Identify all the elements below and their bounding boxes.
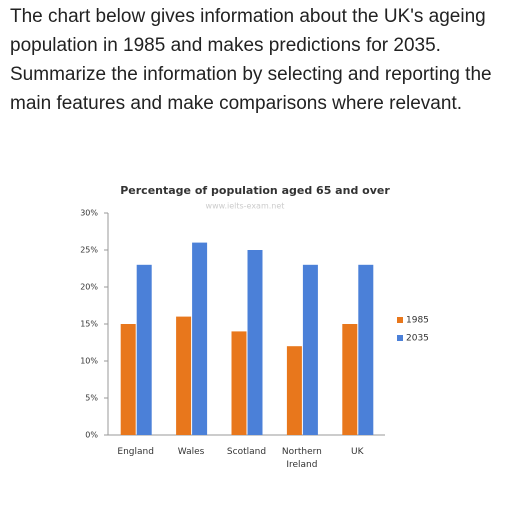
legend-swatch: [397, 317, 403, 323]
x-tick-label: Northern Ireland: [281, 447, 322, 470]
watermark: www.ielts-exam.net: [206, 202, 285, 211]
bar: [302, 264, 318, 435]
y-tick-label: 10%: [80, 357, 98, 366]
bar: [247, 250, 263, 435]
legend-label: 1985: [406, 316, 429, 326]
y-tick-label: 30%: [80, 209, 98, 218]
y-tick-label: 15%: [80, 320, 98, 329]
legend-label: 2035: [406, 334, 429, 344]
bar: [176, 316, 192, 435]
chart-title: Percentage of population aged 65 and ove…: [120, 184, 390, 197]
x-tick-label: England: [117, 447, 154, 457]
y-tick-label: 20%: [80, 283, 98, 292]
question-text: The chart below gives information about …: [10, 6, 492, 114]
y-tick-label: 5%: [85, 394, 98, 403]
x-tick-label: Wales: [177, 447, 205, 457]
bar: [231, 331, 247, 435]
bar: [136, 264, 152, 435]
y-tick-label: 25%: [80, 246, 98, 255]
y-tick-label: 0%: [85, 431, 98, 440]
x-tick-label: Scotland: [226, 447, 267, 457]
bar: [342, 324, 358, 435]
bar: [192, 242, 208, 435]
x-tick-label: UK: [351, 447, 364, 457]
bar: [286, 346, 302, 435]
bar: [120, 324, 136, 435]
legend-swatch: [397, 335, 403, 341]
bar: [358, 264, 374, 435]
